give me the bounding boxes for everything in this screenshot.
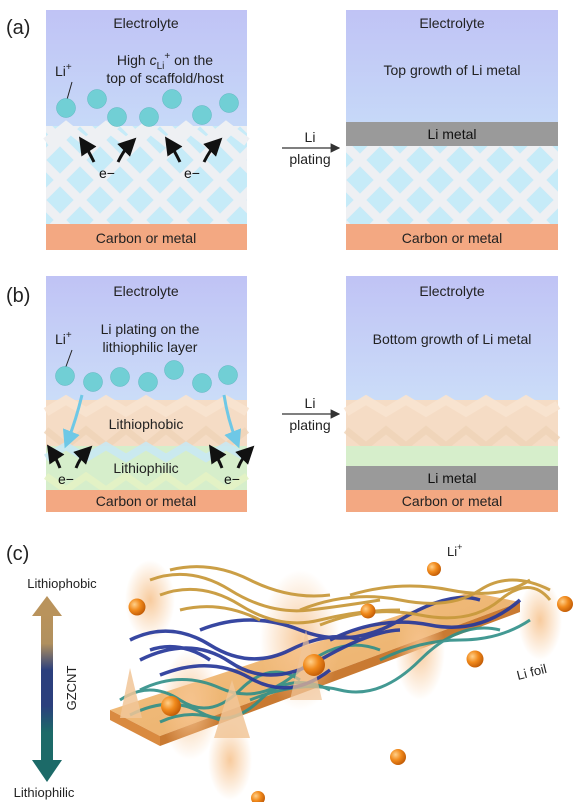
panel-b-ion-paths	[62, 394, 242, 449]
panel-a-arrow-line1: Li	[305, 129, 316, 145]
panel-b-electron-1: e−	[58, 471, 74, 487]
panel-b-lithiophilic: Lithiophilic	[113, 460, 178, 476]
panel-b-left-note-line1: Li plating on the	[101, 321, 200, 337]
panel-b-li-ions	[55, 360, 238, 393]
panel-a-li-ions	[56, 89, 239, 127]
panel-a-right-li-metal: Li metal	[427, 126, 476, 142]
panel-b-electron-arrows	[47, 444, 255, 469]
panel-a-left-substrate: Carbon or metal	[96, 230, 196, 246]
panel-a-right-note: Top growth of Li metal	[384, 62, 521, 78]
panel-c-gradient-axis	[32, 596, 62, 782]
panel-a-left-note-line2: top of scaffold/host	[106, 70, 223, 86]
panel-a-left-electrolyte: Electrolyte	[113, 15, 179, 31]
panel-b-right-li-metal: Li metal	[427, 470, 476, 486]
panel-b-right-box	[343, 276, 561, 512]
panel-a-right-box	[346, 10, 558, 250]
panel-c-li-foil-label: Li foil	[515, 661, 548, 683]
panel-a-right-substrate: Carbon or metal	[402, 230, 502, 246]
panel-c-top-label: Lithiophobic	[27, 576, 97, 591]
panel-a-arrow-line2: plating	[289, 151, 330, 167]
panel-b-electron-2: e−	[224, 471, 240, 487]
panel-b-left-electrolyte: Electrolyte	[113, 283, 179, 299]
panel-b-lithiophobic: Lithiophobic	[109, 416, 184, 432]
panel-b-right-substrate: Carbon or metal	[402, 493, 502, 509]
panel-b-left-note-line2: lithiophilic layer	[103, 339, 198, 355]
panel-c-axis-label: GZCNT	[64, 666, 79, 711]
panel-b-right-note: Bottom growth of Li metal	[373, 331, 532, 347]
panel-a-electron-arrows	[79, 136, 223, 163]
panel-c-label: (c)	[6, 543, 29, 565]
panel-b-right-electrolyte: Electrolyte	[419, 283, 485, 299]
panel-a-li-ion-label: Li+	[55, 62, 72, 79]
panel-c-li-ion-label: Li+	[447, 542, 462, 559]
panel-a-label: (a)	[6, 17, 30, 39]
panel-c-li-ions	[128, 562, 573, 802]
panel-b-left-substrate: Carbon or metal	[96, 493, 196, 509]
panel-b-arrow-line2: plating	[289, 417, 330, 433]
panel-a-electron-2: e−	[184, 165, 200, 181]
panel-a-left-note-line1: High cLi+ on the	[117, 51, 213, 72]
panel-c-bottom-label: Lithiophilic	[14, 785, 75, 800]
panel-b-arrow-line1: Li	[305, 395, 316, 411]
panel-a-right-electrolyte: Electrolyte	[419, 15, 485, 31]
panel-b-label: (b)	[6, 285, 30, 307]
panel-a-electron-1: e−	[99, 165, 115, 181]
panel-a-left-box	[43, 10, 250, 250]
panel-b-li-ion-label: Li+	[55, 330, 72, 347]
panel-b-left-box	[43, 276, 250, 512]
gzcnt-illustration	[110, 560, 562, 800]
